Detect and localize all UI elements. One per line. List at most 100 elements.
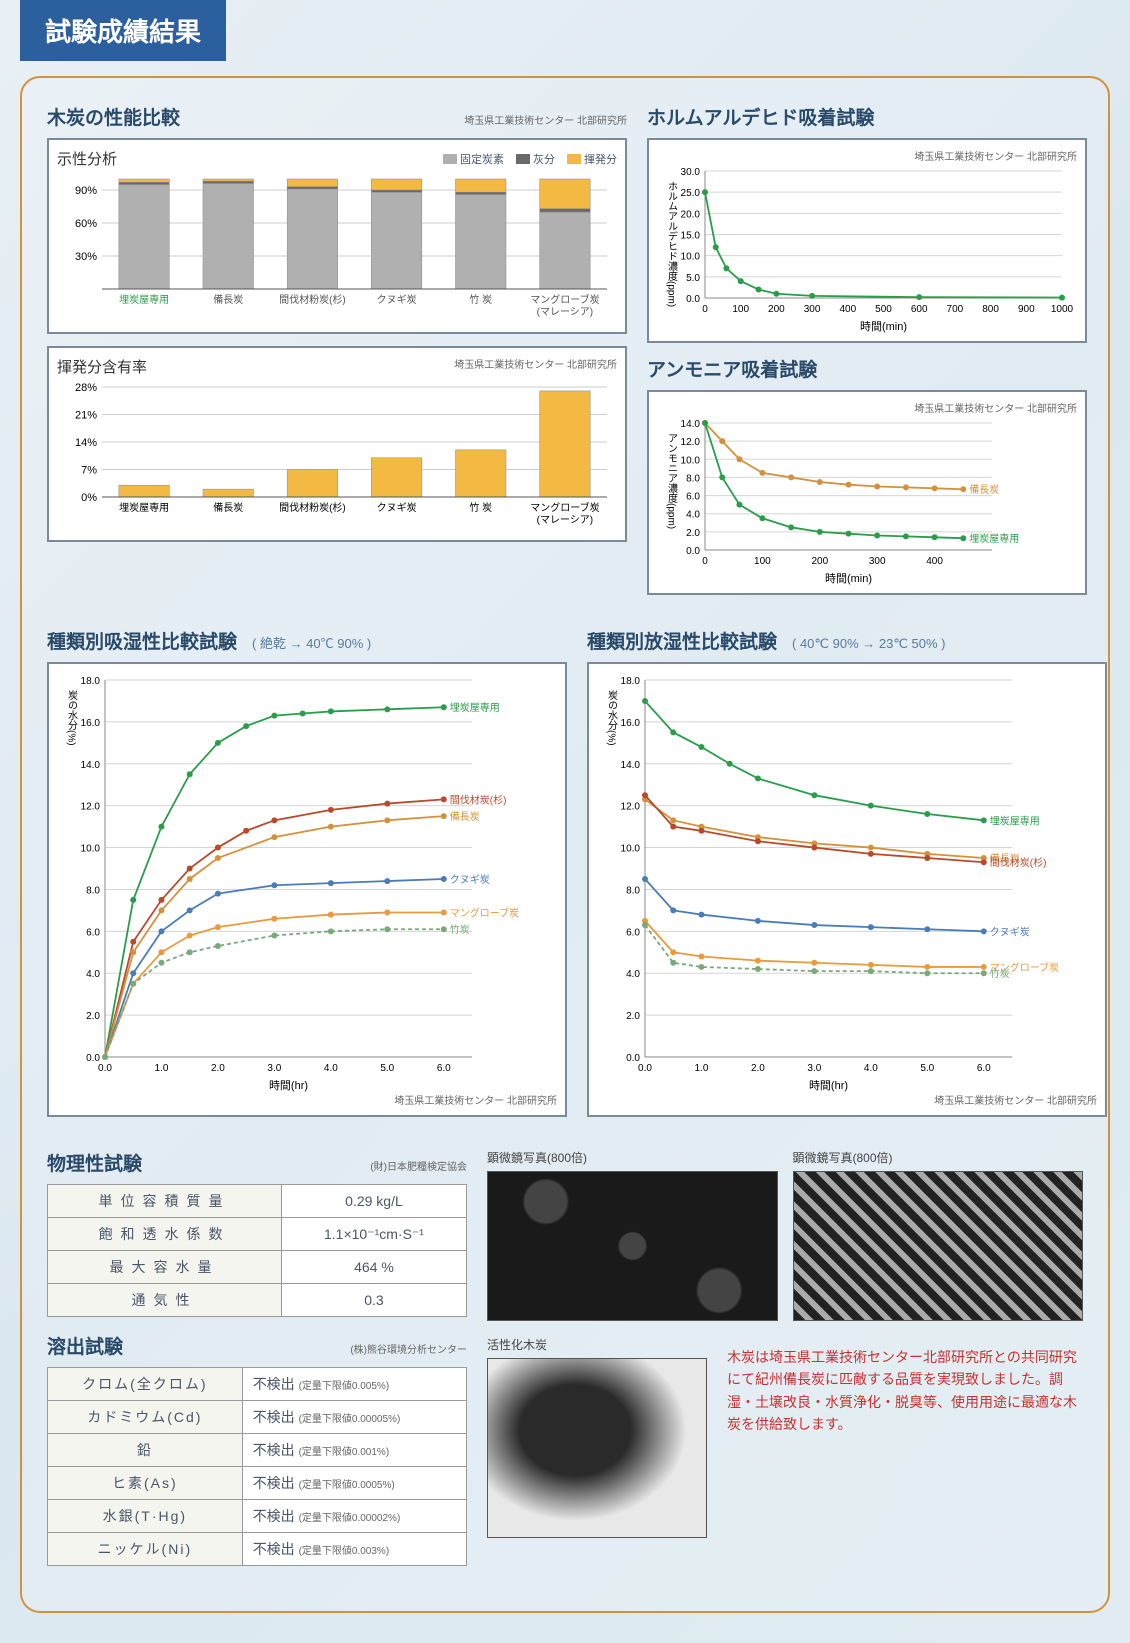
- svg-text:2.0: 2.0: [686, 528, 700, 539]
- svg-text:10.0: 10.0: [621, 844, 641, 855]
- svg-text:竹炭: 竹炭: [450, 923, 470, 936]
- svg-text:12.0: 12.0: [681, 437, 701, 448]
- svg-text:100: 100: [754, 556, 771, 567]
- svg-text:0.0: 0.0: [686, 294, 700, 305]
- svg-text:クヌギ炭: クヌギ炭: [377, 502, 417, 514]
- svg-text:備長炭: 備長炭: [969, 483, 999, 496]
- svg-text:8.0: 8.0: [86, 885, 100, 896]
- photo1-label: 顕微鏡写真(800倍): [487, 1149, 778, 1166]
- elution-subtitle: (株)熊谷環境分析センター: [350, 1341, 467, 1356]
- formaldehyde-subtitle: 埼玉県工業技術センター 北部研究所: [657, 148, 1077, 163]
- svg-text:炭の水分(%): 炭の水分(%): [66, 690, 78, 746]
- table-row-value: 不検出 (定量下限値0.00005%): [242, 1401, 466, 1434]
- svg-text:4.0: 4.0: [864, 1063, 878, 1074]
- table-row-label: ニッケル(Ni): [48, 1533, 243, 1566]
- red-note: 木炭は埼玉県工業技術センター北部研究所との共同研究にて紀州備長炭に匹敵する品質を…: [722, 1336, 1083, 1538]
- table-row-value: 1.1×10⁻¹cm·S⁻¹: [281, 1218, 466, 1251]
- svg-text:14%: 14%: [75, 437, 97, 449]
- svg-text:18.0: 18.0: [81, 676, 101, 687]
- svg-text:マングローブ炭: マングローブ炭: [530, 501, 599, 514]
- table-row-label: ヒ素(As): [48, 1467, 243, 1500]
- table-row-value: 不検出 (定量下限値0.005%): [242, 1368, 466, 1401]
- svg-text:500: 500: [875, 304, 892, 315]
- svg-text:200: 200: [768, 304, 785, 315]
- svg-text:700: 700: [947, 304, 964, 315]
- table-row-value: 0.29 kg/L: [281, 1185, 466, 1218]
- svg-text:90%: 90%: [75, 185, 97, 197]
- svg-text:10.0: 10.0: [681, 455, 701, 466]
- svg-text:3.0: 3.0: [267, 1063, 281, 1074]
- proximate-box-title: 示性分析: [57, 148, 117, 169]
- photo3-label: 活性化木炭: [487, 1336, 707, 1353]
- svg-text:1.0: 1.0: [155, 1063, 169, 1074]
- svg-text:(マレーシア): (マレーシア): [537, 307, 593, 318]
- svg-text:12.0: 12.0: [81, 802, 101, 813]
- proximate-chart: 示性分析 固定炭素灰分揮発分 30%60%90%埋炭屋専用備長炭間伐材粉炭(杉)…: [47, 138, 627, 334]
- svg-text:7%: 7%: [81, 465, 97, 477]
- svg-text:埋炭屋専用: 埋炭屋専用: [990, 815, 1040, 827]
- svg-text:5.0: 5.0: [920, 1063, 934, 1074]
- table-row-label: カドミウム(Cd): [48, 1401, 243, 1434]
- svg-text:0%: 0%: [81, 492, 97, 504]
- svg-text:時間(min): 時間(min): [860, 320, 907, 333]
- svg-text:埋炭屋専用: 埋炭屋専用: [119, 502, 169, 514]
- desorb-subtitle: 埼玉県工業技術センター 北部研究所: [597, 1092, 1097, 1107]
- table-row-label: 単位容積質量: [48, 1185, 282, 1218]
- svg-text:0.0: 0.0: [98, 1063, 112, 1074]
- volatile-chart: 揮発分含有率 埼玉県工業技術センター 北部研究所 0%7%14%21%28%埋炭…: [47, 346, 627, 542]
- elution-table: クロム(全クロム)不検出 (定量下限値0.005%)カドミウム(Cd)不検出 (…: [47, 1367, 467, 1566]
- formaldehyde-chart: 埼玉県工業技術センター 北部研究所 0.05.010.015.020.025.0…: [647, 138, 1087, 343]
- svg-text:埋炭屋専用: 埋炭屋専用: [119, 294, 169, 306]
- table-row-value: 464 %: [281, 1251, 466, 1284]
- svg-text:埋炭屋専用: 埋炭屋専用: [450, 702, 500, 714]
- svg-text:2.0: 2.0: [626, 1011, 640, 1022]
- svg-text:14.0: 14.0: [681, 419, 701, 430]
- svg-text:6.0: 6.0: [977, 1063, 991, 1074]
- svg-text:2.0: 2.0: [86, 1011, 100, 1022]
- svg-text:クヌギ炭: クヌギ炭: [377, 294, 417, 306]
- svg-text:アンモニア濃度(ppm): アンモニア濃度(ppm): [666, 433, 678, 529]
- table-row-value: 0.3: [281, 1284, 466, 1317]
- svg-text:14.0: 14.0: [621, 760, 641, 771]
- svg-text:時間(min): 時間(min): [825, 572, 872, 585]
- svg-text:10.0: 10.0: [681, 252, 701, 263]
- svg-text:1000: 1000: [1051, 304, 1074, 315]
- svg-text:6.0: 6.0: [86, 927, 100, 938]
- table-row-label: 飽和透水係数: [48, 1218, 282, 1251]
- svg-text:10.0: 10.0: [81, 844, 101, 855]
- page-title: 試験成績結果: [20, 0, 226, 61]
- svg-text:21%: 21%: [75, 410, 97, 422]
- table-row-label: 最大容水量: [48, 1251, 282, 1284]
- svg-text:3.0: 3.0: [807, 1063, 821, 1074]
- svg-text:間伐材粉炭(杉): 間伐材粉炭(杉): [279, 293, 346, 306]
- svg-text:2.0: 2.0: [751, 1063, 765, 1074]
- content-frame: 木炭の性能比較 埼玉県工業技術センター 北部研究所 示性分析 固定炭素灰分揮発分…: [20, 76, 1110, 1613]
- svg-text:クヌギ炭: クヌギ炭: [990, 926, 1030, 938]
- svg-text:28%: 28%: [75, 382, 97, 394]
- svg-text:間伐材炭(杉): 間伐材炭(杉): [450, 793, 507, 806]
- volatile-title: 揮発分含有率: [57, 356, 147, 377]
- svg-text:マングローブ炭: マングローブ炭: [530, 293, 599, 306]
- svg-text:16.0: 16.0: [621, 718, 641, 729]
- svg-text:30%: 30%: [75, 251, 97, 263]
- svg-text:6.0: 6.0: [626, 927, 640, 938]
- svg-text:クヌギ炭: クヌギ炭: [450, 874, 490, 886]
- photo2-label: 顕微鏡写真(800倍): [793, 1149, 1084, 1166]
- svg-text:5.0: 5.0: [380, 1063, 394, 1074]
- desorb-cond: ( 40℃ 90% → 23℃ 50% ): [792, 636, 946, 652]
- desorb-chart: 0.02.04.06.08.010.012.014.016.018.00.01.…: [587, 662, 1107, 1117]
- svg-text:600: 600: [911, 304, 928, 315]
- svg-text:0.0: 0.0: [638, 1063, 652, 1074]
- table-row-label: クロム(全クロム): [48, 1368, 243, 1401]
- formaldehyde-title: ホルムアルデヒド吸着試験: [647, 103, 1087, 130]
- elution-title: 溶出試験: [47, 1332, 123, 1359]
- table-row-value: 不検出 (定量下限値0.001%): [242, 1434, 466, 1467]
- svg-text:14.0: 14.0: [81, 760, 101, 771]
- svg-text:(マレーシア): (マレーシア): [537, 515, 593, 526]
- svg-text:200: 200: [811, 556, 828, 567]
- svg-text:0: 0: [702, 304, 708, 315]
- svg-text:0.0: 0.0: [686, 546, 700, 557]
- table-row-value: 不検出 (定量下限値0.003%): [242, 1533, 466, 1566]
- svg-text:炭の水分(%): 炭の水分(%): [606, 690, 618, 746]
- svg-text:時間(hr): 時間(hr): [269, 1079, 308, 1092]
